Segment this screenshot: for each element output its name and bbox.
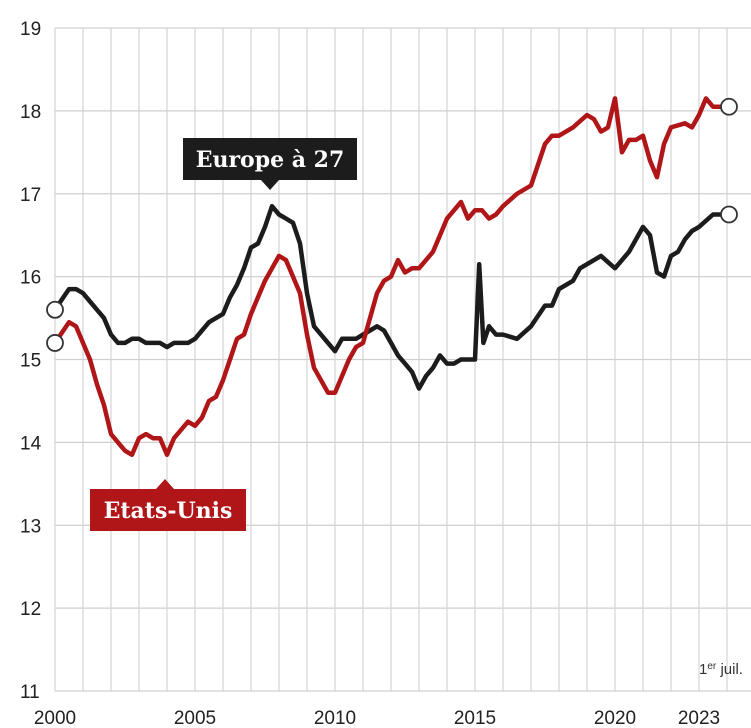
end-marker-1 <box>720 97 738 116</box>
start-marker-1 <box>46 334 64 352</box>
x-tick-label: 2023 <box>678 708 720 728</box>
x-tick-label: 2015 <box>454 708 496 728</box>
end-marker-0 <box>720 205 738 224</box>
y-axis-ticks: 19 18 17 16 15 14 13 12 11 <box>20 19 42 703</box>
series-line-1 <box>52 96 730 458</box>
series-lines <box>52 96 730 458</box>
x-tick-label: 2010 <box>314 708 356 728</box>
x-tick-label: 2020 <box>594 708 636 728</box>
x-tick-label: 2000 <box>34 708 76 728</box>
y-tick-label: 17 <box>20 185 41 206</box>
y-tick-label: 13 <box>20 516 41 537</box>
y-tick-label: 18 <box>20 102 41 123</box>
y-tick-label: 16 <box>20 268 41 289</box>
y-tick-label: 11 <box>20 682 40 703</box>
series-label-us-text: Etats-Unis <box>104 498 233 524</box>
start-marker-0 <box>46 300 64 319</box>
series-label-europe: Europe à 27 <box>183 138 357 190</box>
x-tick-label: 2005 <box>174 708 216 728</box>
series-endpoints <box>46 97 738 352</box>
y-tick-label: 12 <box>20 599 41 620</box>
y-tick-label: 15 <box>20 351 41 372</box>
y-tick-label: 14 <box>20 433 42 454</box>
x-axis-ticks: 2000 2005 2010 2015 2020 2023 <box>34 708 720 728</box>
series-label-us: Etats-Unis <box>90 479 246 531</box>
y-tick-label: 19 <box>20 19 41 40</box>
series-line-0 <box>52 203 730 391</box>
last-date-note: 1er juil. <box>699 661 743 679</box>
series-label-europe-text: Europe à 27 <box>196 147 345 173</box>
